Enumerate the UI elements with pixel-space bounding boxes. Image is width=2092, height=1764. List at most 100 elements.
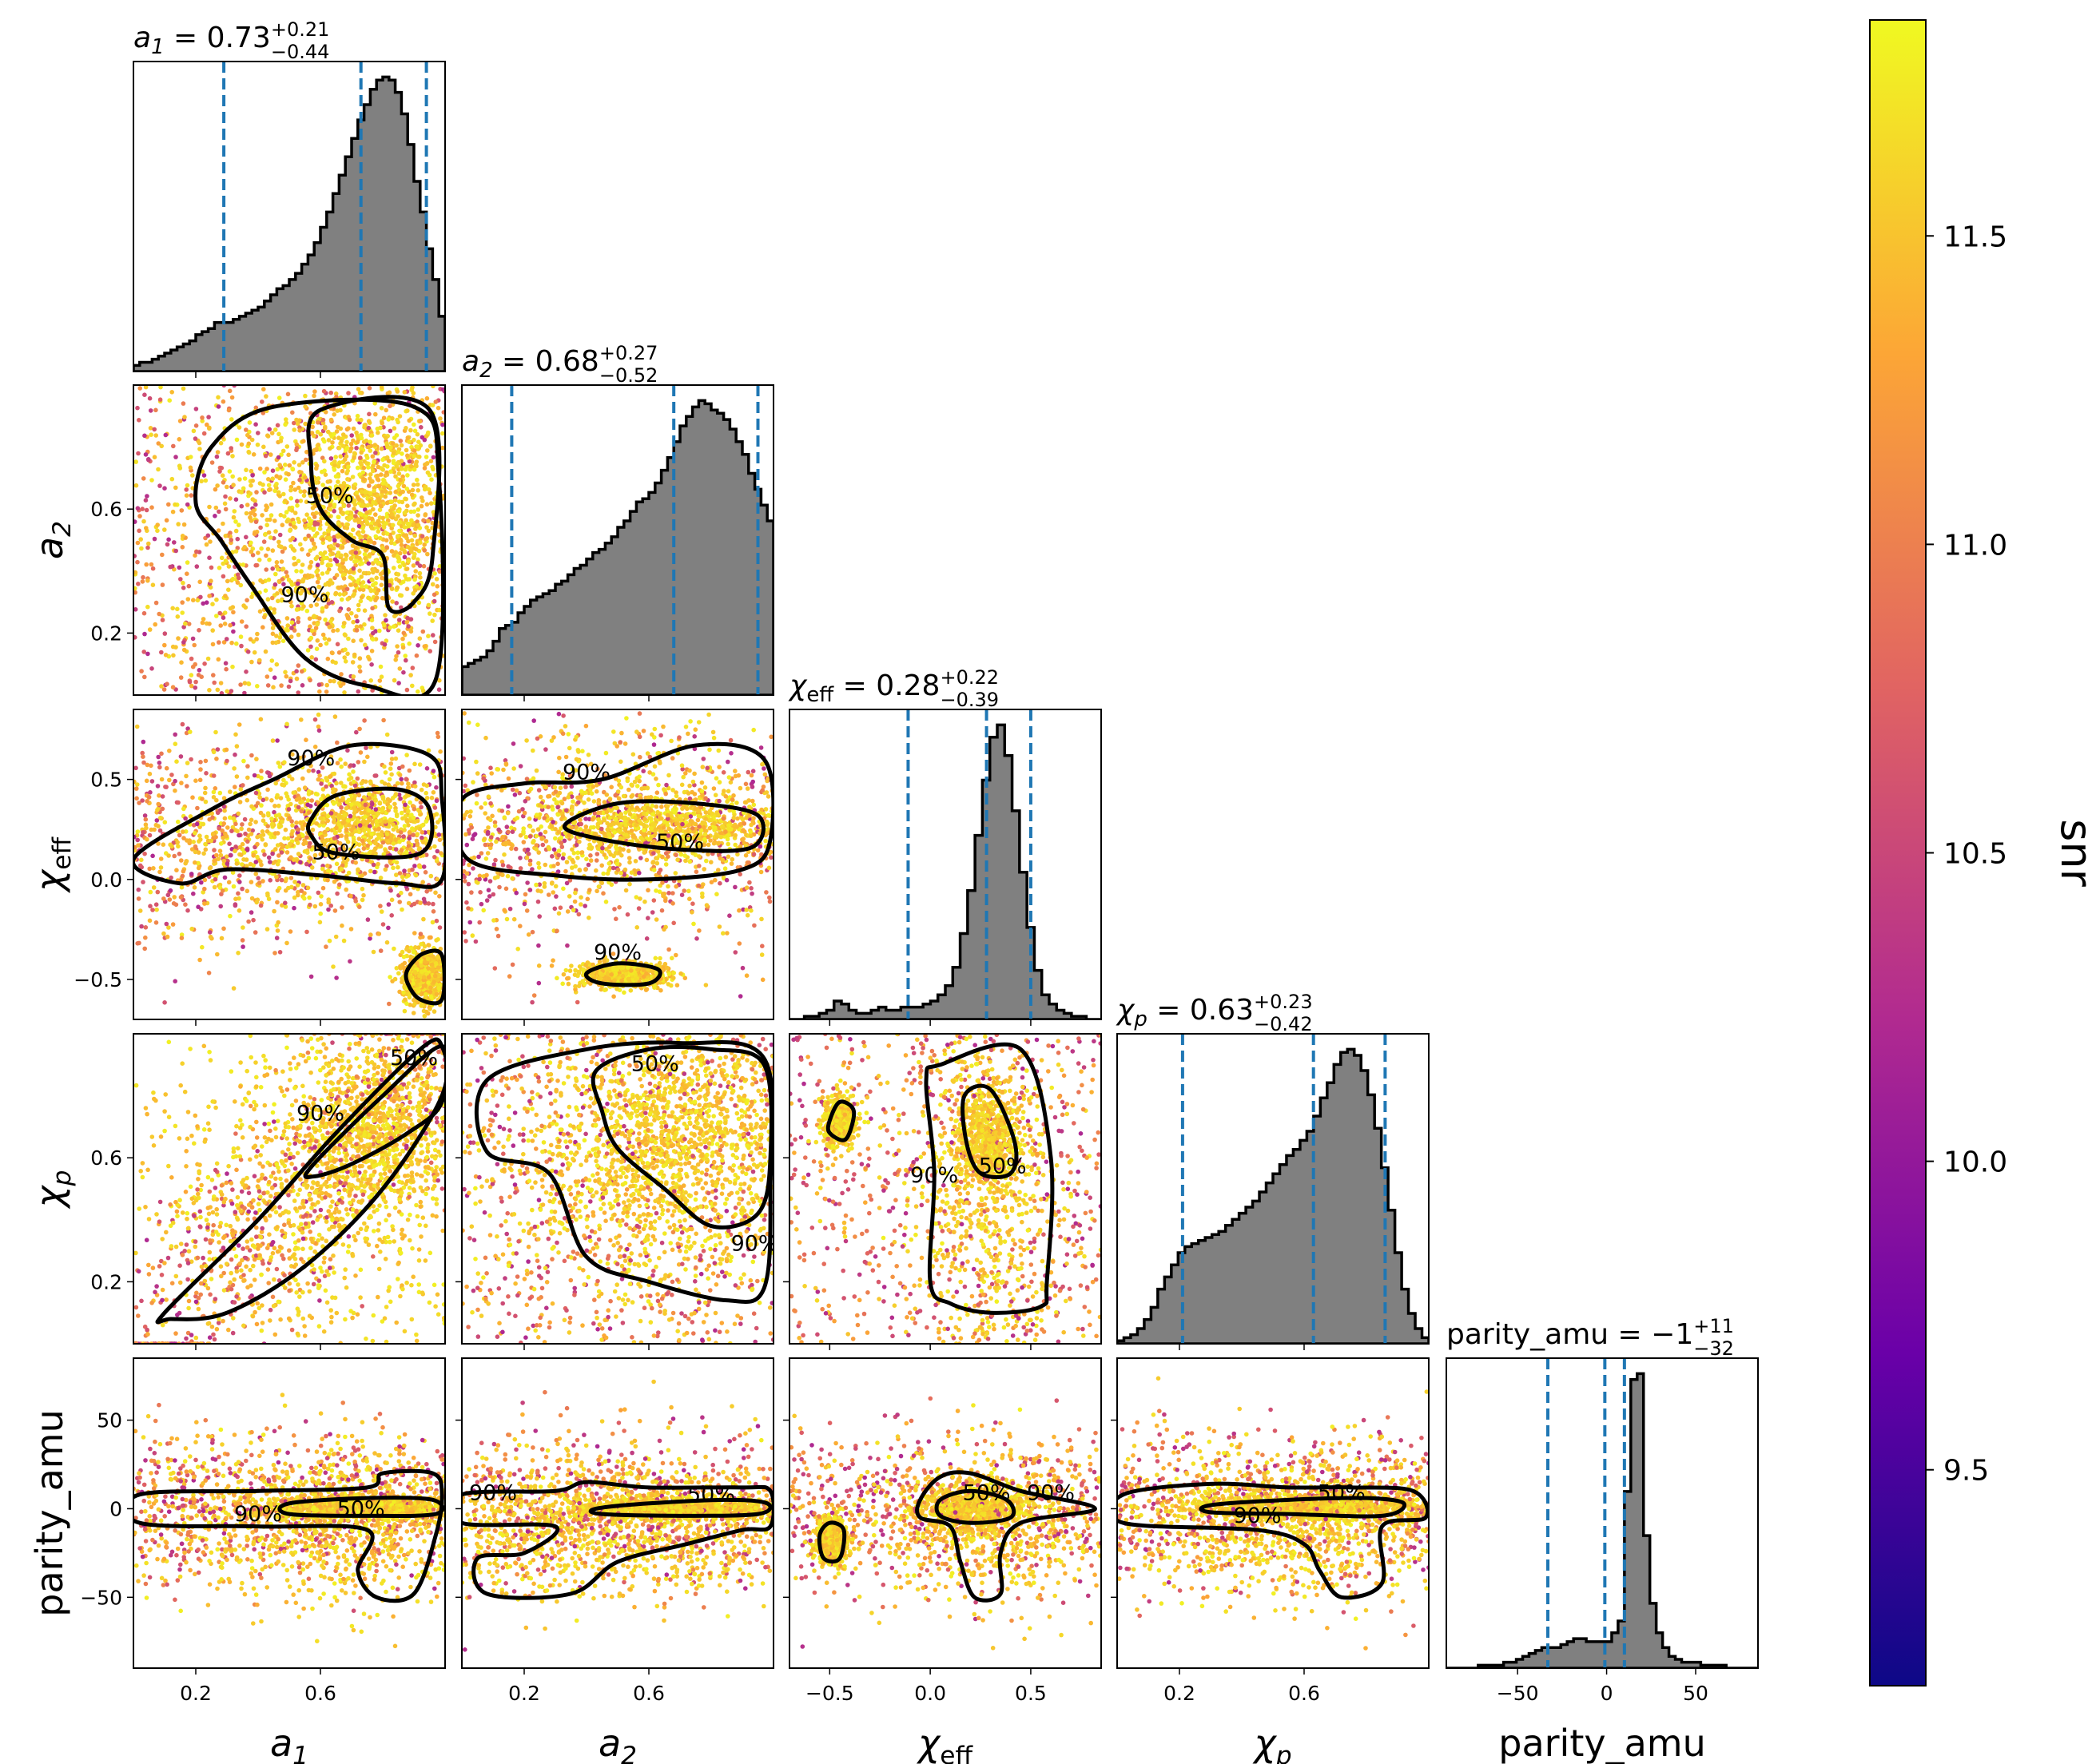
sample-point	[430, 403, 436, 407]
sample-point	[306, 769, 312, 773]
sample-point	[404, 586, 410, 591]
sample-point	[357, 555, 362, 561]
sample-point	[408, 463, 414, 469]
sample-point	[243, 605, 249, 610]
sample-point	[308, 548, 313, 553]
sample-point	[156, 467, 161, 472]
sample-point	[388, 486, 393, 491]
sample-point	[432, 855, 437, 860]
sample-point	[308, 644, 313, 650]
sample-point	[424, 991, 428, 997]
sample-point	[393, 824, 399, 830]
sample-point	[375, 473, 380, 479]
sample-point	[382, 781, 388, 786]
sample-point	[196, 865, 201, 871]
sample-point	[224, 666, 229, 672]
sample-point	[165, 892, 171, 898]
sample-point	[337, 592, 343, 597]
sample-point	[358, 598, 364, 604]
sample-point	[357, 669, 363, 674]
sample-point	[364, 584, 369, 589]
sample-point	[137, 908, 143, 913]
sample-point	[241, 486, 246, 491]
sample-point	[283, 669, 288, 675]
sample-point	[420, 629, 426, 634]
sample-point	[419, 963, 424, 968]
sample-point	[369, 433, 375, 438]
sample-point	[386, 925, 391, 931]
sample-point	[284, 721, 289, 727]
sample-point	[253, 512, 257, 518]
sample-point	[357, 390, 363, 395]
sample-point	[231, 629, 236, 634]
sample-point	[261, 813, 266, 818]
sample-point	[319, 797, 324, 802]
sample-point	[260, 399, 264, 404]
sample-point	[177, 565, 182, 570]
sample-point	[415, 431, 420, 437]
sample-point	[290, 752, 295, 757]
sample-point	[174, 759, 179, 764]
sample-point	[203, 785, 208, 791]
sample-point	[410, 385, 415, 390]
sample-point	[198, 767, 203, 772]
sample-point	[184, 487, 189, 492]
sample-point	[357, 823, 363, 828]
sample-point	[306, 533, 312, 538]
sample-point	[292, 555, 296, 561]
sample-point	[175, 840, 180, 845]
sample-point	[422, 900, 428, 904]
sample-point	[383, 867, 388, 872]
sample-point	[272, 582, 278, 587]
sample-point	[221, 615, 226, 620]
sample-point	[318, 642, 323, 648]
sample-point	[162, 820, 168, 824]
sample-point	[369, 832, 375, 836]
sample-point	[415, 961, 420, 966]
sample-point	[308, 564, 313, 569]
sample-point	[337, 815, 343, 820]
sample-point	[337, 798, 343, 803]
sample-point	[262, 470, 267, 475]
sample-point	[373, 411, 378, 417]
sample-point	[133, 570, 138, 575]
sample-point	[426, 748, 432, 753]
sample-point	[325, 598, 331, 602]
sample-point	[360, 561, 364, 566]
sample-point	[421, 916, 426, 922]
sample-point	[420, 880, 425, 884]
sample-point	[140, 579, 145, 584]
sample-point	[264, 567, 269, 572]
sample-point	[357, 656, 363, 661]
sample-point	[143, 452, 149, 457]
sample-point	[270, 631, 276, 637]
sample-point	[426, 975, 432, 979]
contour-line	[306, 395, 442, 614]
sample-point	[415, 843, 420, 848]
sample-point	[348, 582, 353, 587]
sample-point	[422, 548, 428, 553]
sample-point	[431, 901, 436, 907]
sample-point	[421, 518, 426, 523]
sample-point	[291, 520, 296, 526]
sample-point	[426, 487, 432, 492]
sample-point	[189, 673, 194, 677]
sample-point	[417, 419, 423, 424]
sample-point	[333, 391, 339, 396]
sample-point	[234, 641, 239, 646]
sample-point	[337, 608, 342, 614]
sample-point	[193, 685, 198, 690]
sample-point	[215, 687, 221, 693]
sample-point	[150, 853, 155, 859]
sample-point	[408, 427, 413, 433]
histogram-bars	[133, 75, 445, 371]
sample-point	[356, 848, 361, 853]
sample-point	[161, 687, 167, 692]
sample-point	[135, 559, 140, 565]
sample-point	[378, 948, 384, 953]
sample-point	[249, 518, 254, 523]
sample-point	[135, 506, 141, 511]
sample-point	[253, 519, 259, 524]
sample-point	[283, 827, 288, 832]
sample-point	[356, 387, 361, 391]
